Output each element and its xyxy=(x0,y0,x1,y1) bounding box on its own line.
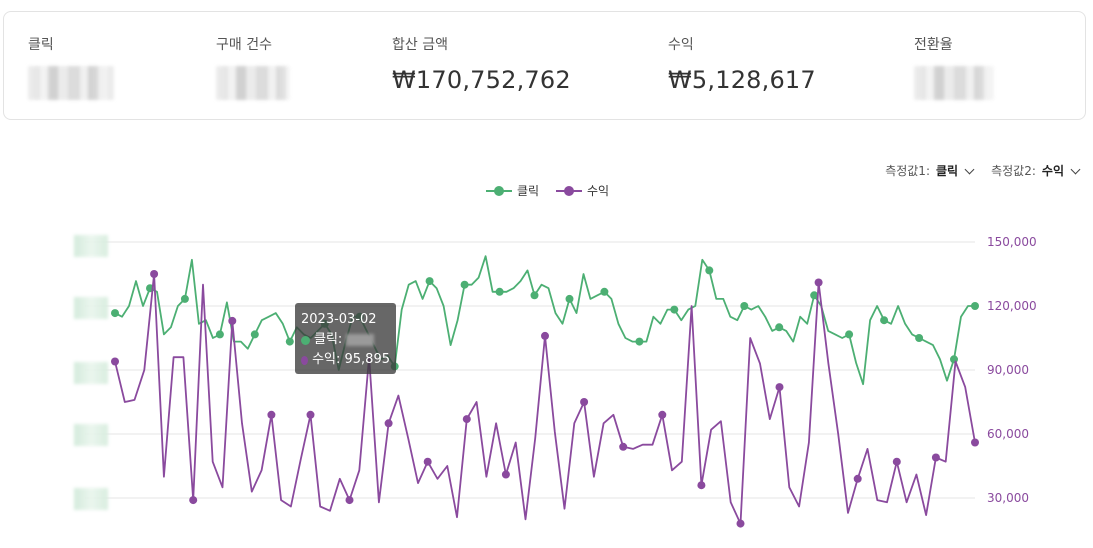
revenue-series-point xyxy=(892,457,901,466)
clicks-series-point xyxy=(915,334,924,342)
metric-label: 수익 xyxy=(668,37,694,53)
redacted-left-tick xyxy=(74,235,108,257)
metric-value: ₩170,752,762 xyxy=(392,66,571,94)
revenue-series-point xyxy=(384,419,393,428)
metric-revenue: 수익 ₩5,128,617 xyxy=(668,34,816,94)
measure1-value: 클릭 xyxy=(936,164,959,178)
redacted-value xyxy=(346,334,375,346)
clicks-series-point xyxy=(495,287,504,296)
tooltip-clicks-row: 클릭: xyxy=(301,330,390,350)
measure2-dropdown[interactable]: 측정값2: 수익 xyxy=(991,162,1081,179)
tooltip-revenue-row: 수익: 95,895 xyxy=(301,350,390,370)
metric-label: 구매 건수 xyxy=(216,37,272,53)
measure1-label: 측정값1: xyxy=(885,164,930,178)
revenue-series-point xyxy=(658,410,667,419)
metric-clicks: 클릭 xyxy=(28,34,114,100)
revenue-series-point xyxy=(267,410,276,419)
revenue-series-point xyxy=(345,496,354,505)
revenue-series-point xyxy=(228,316,237,325)
clicks-series-point xyxy=(215,330,224,339)
clicks-series-line xyxy=(114,255,975,386)
revenue-series-point xyxy=(775,383,784,392)
clicks-series-point xyxy=(530,291,539,300)
revenue-series-point xyxy=(580,398,589,406)
revenue-series-point xyxy=(423,457,432,466)
legend-marker xyxy=(494,186,504,196)
right-axis-tick-label: 90,000 xyxy=(987,363,1029,377)
chart-tooltip: 2023-03-02 클릭: 수익: 95,895 xyxy=(295,303,396,374)
metric-label: 전환율 xyxy=(914,37,953,53)
clicks-dot-icon xyxy=(301,335,310,345)
right-axis-tick-label: 120,000 xyxy=(987,299,1037,313)
redacted-left-tick xyxy=(74,488,108,510)
clicks-series-point xyxy=(775,323,784,332)
metric-purchases: 구매 건수 xyxy=(216,34,290,100)
redacted-left-tick xyxy=(74,424,108,446)
clicks-series-point xyxy=(705,266,714,275)
revenue-series-point xyxy=(971,438,979,447)
legend-label-clicks: 클릭 xyxy=(517,184,539,198)
redacted-left-tick xyxy=(74,362,108,384)
clicks-series-point xyxy=(250,330,259,339)
clicks-series-point xyxy=(565,294,574,303)
revenue-series-point xyxy=(736,519,745,528)
clicks-series-point xyxy=(600,287,609,296)
redacted-value xyxy=(216,66,290,100)
revenue-series-point xyxy=(501,470,510,479)
revenue-series-point xyxy=(462,415,471,424)
clicks-series-point xyxy=(880,316,889,325)
clicks-series-point xyxy=(845,330,854,339)
revenue-series-point xyxy=(931,453,940,462)
clicks-series-point xyxy=(460,280,469,289)
clicks-series-point xyxy=(180,294,189,303)
right-axis-tick-label: 150,000 xyxy=(987,235,1037,249)
metric-label: 클릭 xyxy=(28,37,54,53)
measure2-label: 측정값2: xyxy=(991,164,1036,178)
clicks-series-point xyxy=(111,309,119,318)
legend-marker xyxy=(564,186,574,196)
redacted-left-tick xyxy=(74,297,108,319)
metric-value: ₩5,128,617 xyxy=(668,66,816,94)
tooltip-clicks-label: 클릭: xyxy=(314,332,343,347)
revenue-series-line xyxy=(114,273,976,525)
summary-card: 클릭 구매 건수 합산 금액 ₩170,752,762 수익 ₩5,128,61… xyxy=(3,11,1086,120)
revenue-series-point xyxy=(814,278,823,287)
clicks-series-point xyxy=(670,305,679,314)
clicks-series-point xyxy=(740,302,749,310)
revenue-series-point xyxy=(111,357,119,366)
clicks-series-point xyxy=(950,355,958,364)
clicks-series-point xyxy=(971,302,979,310)
right-axis-tick-label: 60,000 xyxy=(987,427,1029,441)
tooltip-revenue: 수익: 95,895 xyxy=(312,352,390,367)
revenue-series-point xyxy=(853,474,862,483)
revenue-series-point xyxy=(697,481,706,490)
revenue-series-point xyxy=(306,410,315,419)
clicks-series-point xyxy=(285,337,294,346)
legend-label-revenue: 수익 xyxy=(587,184,609,198)
measure1-dropdown[interactable]: 측정값1: 클릭 xyxy=(885,162,975,179)
revenue-dot-icon xyxy=(301,355,309,365)
clicks-series-point xyxy=(425,277,434,286)
redacted-value xyxy=(28,66,114,100)
metric-conversion-rate: 전환율 xyxy=(914,34,994,100)
redacted-value xyxy=(914,66,994,100)
right-axis-tick-label: 30,000 xyxy=(987,491,1029,505)
revenue-series-point xyxy=(541,331,549,340)
clicks-series-point xyxy=(810,291,819,300)
metric-total-amount: 합산 금액 ₩170,752,762 xyxy=(392,34,571,94)
measure-controls: 측정값1: 클릭 측정값2: 수익 xyxy=(885,162,1081,179)
clicks-series-point xyxy=(635,337,644,346)
revenue-series-point xyxy=(619,442,628,451)
metric-label: 합산 금액 xyxy=(392,37,448,53)
revenue-series-point xyxy=(189,496,198,505)
measure2-value: 수익 xyxy=(1041,164,1064,178)
tooltip-date: 2023-03-02 xyxy=(301,312,377,327)
revenue-series-point xyxy=(150,270,159,278)
